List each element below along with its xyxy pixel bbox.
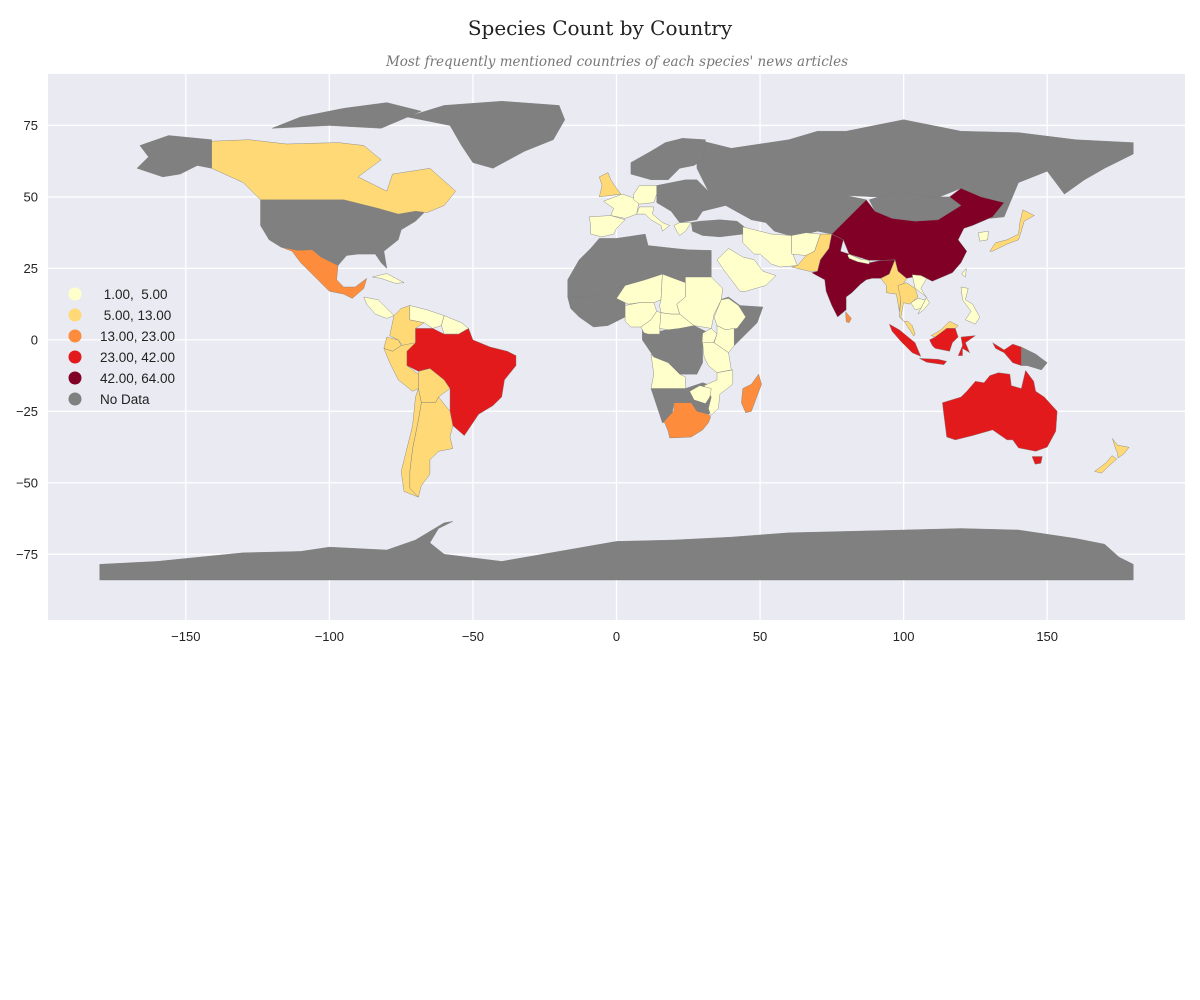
legend-label: No Data [100, 392, 150, 407]
region-sudan [676, 276, 723, 329]
region-nepal [847, 253, 870, 265]
region-antarctica [99, 521, 1134, 581]
y-tick-label: −50 [16, 475, 38, 490]
region-france [603, 193, 640, 219]
region-greece [673, 222, 692, 236]
chart-subtitle: Most frequently mentioned countries of e… [385, 54, 848, 70]
region-venezuela [409, 305, 445, 329]
region-indonesia-sumatra [889, 323, 921, 357]
x-tick-label: −50 [462, 629, 484, 644]
region-pakistan [791, 233, 832, 272]
region-china [831, 188, 1005, 282]
region-sri-lanka [845, 311, 852, 323]
region-panama [363, 296, 395, 319]
y-tick-label: 75 [24, 118, 38, 133]
legend-marker [68, 308, 82, 322]
region-kenya [713, 325, 735, 353]
legend-marker [68, 392, 82, 406]
legend-marker [68, 371, 82, 385]
y-tick-label: 50 [24, 189, 38, 204]
legend-marker [68, 329, 82, 343]
region-south-korea [978, 231, 989, 242]
region-brazil [406, 328, 517, 436]
y-tick-label: 0 [31, 332, 38, 347]
region-iran [742, 226, 798, 268]
x-tick-label: 50 [753, 629, 767, 644]
region-mozambique [703, 369, 733, 416]
y-tick-label: −25 [16, 404, 38, 419]
x-tick-label: −100 [315, 629, 344, 644]
region-indonesia-borneo [929, 328, 959, 352]
x-tick-label: −150 [171, 629, 200, 644]
region-ethiopia [713, 298, 746, 330]
region-greenland [406, 101, 565, 169]
region-japan [989, 209, 1035, 252]
legend-label: 42.00, 64.00 [100, 371, 175, 386]
region-italy [636, 206, 670, 232]
region-west-africa [567, 285, 626, 328]
region-canada [211, 139, 456, 215]
y-tick-label: 25 [24, 261, 38, 276]
region-malaysia [904, 321, 916, 337]
region-australia [942, 370, 1058, 452]
region-madagascar [741, 374, 762, 413]
country-layer [99, 101, 1134, 581]
region-chile [401, 388, 422, 498]
legend-label: 1.00, 5.00 [100, 287, 168, 302]
region-vietnam [912, 274, 930, 315]
legend-label: 13.00, 23.00 [100, 329, 175, 344]
region-germany [633, 185, 657, 205]
region-spain [589, 215, 626, 238]
region-mexico [280, 246, 367, 299]
legend-label: 5.00, 13.00 [100, 308, 171, 323]
region-indonesia-sulawesi [958, 335, 976, 356]
region-scandinavia [630, 138, 706, 180]
x-tick-label: 0 [613, 629, 620, 644]
x-axis-ticks: −150 −100 −50 0 50 100 150 [171, 629, 1058, 644]
x-tick-label: 100 [893, 629, 915, 644]
region-tasmania [1031, 456, 1043, 465]
region-new-zealand-n [1112, 438, 1130, 459]
legend-marker [68, 350, 82, 364]
region-arctic-canada-islands [271, 102, 422, 129]
region-angola [650, 353, 686, 389]
region-zimbabwe [689, 385, 712, 404]
legend: 1.00, 5.00 5.00, 13.00 13.00, 23.00 23.00,… [68, 287, 175, 407]
legend-label: 23.00, 42.00 [100, 350, 175, 365]
legend-marker [68, 287, 82, 301]
region-cambodia [910, 298, 926, 310]
region-philippines [960, 286, 980, 325]
region-south-africa [663, 402, 711, 439]
region-alaska [136, 135, 212, 178]
region-indonesia-java [919, 358, 947, 365]
region-thailand [897, 282, 919, 322]
x-tick-label: 150 [1036, 629, 1058, 644]
region-united-kingdom [599, 172, 621, 198]
region-cuba [372, 273, 405, 284]
region-taiwan [961, 268, 967, 278]
region-indonesia-papua [992, 342, 1022, 366]
region-new-zealand-s [1094, 455, 1117, 474]
y-axis-ticks: 75 50 25 0 −25 −50 −75 [16, 118, 38, 562]
y-tick-label: −75 [16, 547, 38, 562]
region-saudi-arabia [716, 248, 777, 292]
chart-title: Species Count by Country [468, 16, 733, 40]
region-eastern-europe [656, 179, 726, 223]
